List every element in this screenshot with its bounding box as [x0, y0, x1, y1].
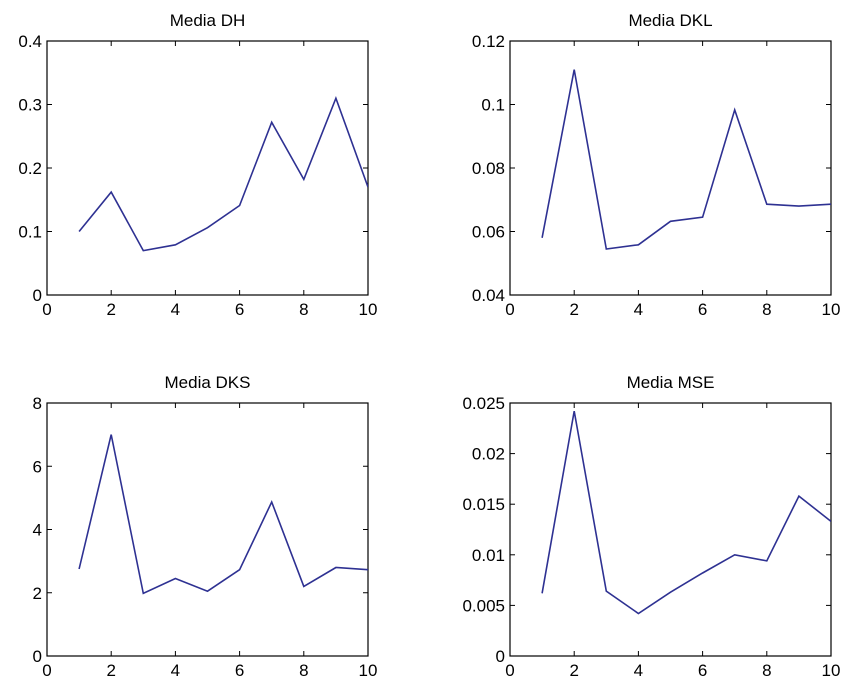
- chart-title: Media MSE: [627, 373, 715, 392]
- y-tick-label: 0.1: [18, 223, 42, 242]
- y-tick-label: 0.4: [18, 32, 42, 51]
- y-tick-label: 0.015: [462, 495, 505, 514]
- x-tick-label: 6: [698, 300, 707, 319]
- chart-panel-2: Media DKL 0 2 4 6 8 10 0.04 0.06 0.08 0.1 0.12: [472, 11, 841, 319]
- y-tick-label: 0.06: [472, 223, 505, 242]
- y-tick-label: 0.08: [472, 159, 505, 178]
- axes-box: [509, 402, 832, 657]
- x-tick-label: 2: [569, 661, 578, 680]
- series-line: [78, 434, 368, 595]
- x-tick-label: 10: [822, 661, 841, 680]
- x-tick-label: 2: [106, 300, 115, 319]
- axes-box: [46, 40, 369, 296]
- x-tick-label: 10: [359, 661, 378, 680]
- x-tick-label: 0: [505, 300, 514, 319]
- y-tick-label: 0.2: [18, 159, 42, 178]
- y-tick-label: 0: [33, 647, 42, 666]
- y-tick-label: 0.1: [481, 96, 505, 115]
- x-tick-label: 0: [42, 300, 51, 319]
- x-tick-label: 8: [299, 300, 308, 319]
- x-tick-label: 4: [171, 661, 180, 680]
- x-tick-label: 6: [235, 300, 244, 319]
- x-tick-label: 8: [762, 300, 771, 319]
- x-tick-label: 0: [505, 661, 514, 680]
- y-tick-label: 2: [33, 584, 42, 603]
- y-tick-label: 6: [33, 457, 42, 476]
- y-tick-label: 0: [496, 647, 505, 666]
- series-line: [541, 410, 831, 615]
- y-tick-label: 0.04: [472, 286, 505, 305]
- x-tick-label: 6: [698, 661, 707, 680]
- y-tick-label: 0.025: [462, 394, 505, 413]
- chart-panel-4: Media MSE 0 2 4 6 8 10 0 0.005 0.01 0.015 0.02 0.025: [462, 373, 840, 680]
- x-tick-label: 4: [634, 300, 643, 319]
- y-tick-label: 0.005: [462, 596, 505, 615]
- y-tick-label: 0.12: [472, 32, 505, 51]
- series-line: [78, 95, 368, 252]
- axes-box: [46, 402, 369, 657]
- chart-title: Media DKL: [628, 11, 712, 30]
- chart-title: Media DH: [170, 11, 246, 30]
- x-tick-label: 10: [359, 300, 378, 319]
- x-tick-label: 8: [299, 661, 308, 680]
- chart-panel-1: Media DH 0 2 4 6 8 10 0 0.1 0.2 0.3 0.4: [18, 11, 377, 319]
- x-tick-label: 2: [106, 661, 115, 680]
- x-tick-label: 2: [569, 300, 578, 319]
- series-line: [541, 69, 831, 250]
- y-tick-label: 0.02: [472, 445, 505, 464]
- x-tick-label: 10: [822, 300, 841, 319]
- x-tick-label: 0: [42, 661, 51, 680]
- y-tick-label: 8: [33, 394, 42, 413]
- y-tick-label: 0.3: [18, 96, 42, 115]
- y-tick-label: 0: [33, 286, 42, 305]
- x-tick-label: 4: [171, 300, 180, 319]
- x-tick-label: 8: [762, 661, 771, 680]
- chart-title: Media DKS: [165, 373, 251, 392]
- x-tick-label: 4: [634, 661, 643, 680]
- y-tick-label: 0.01: [472, 546, 505, 565]
- chart-panel-3: Media DKS 0 2 4 6 8 10 0 2 4 6 8: [33, 373, 378, 680]
- x-tick-label: 6: [235, 661, 244, 680]
- axes-box: [509, 40, 832, 296]
- y-tick-label: 4: [33, 521, 42, 540]
